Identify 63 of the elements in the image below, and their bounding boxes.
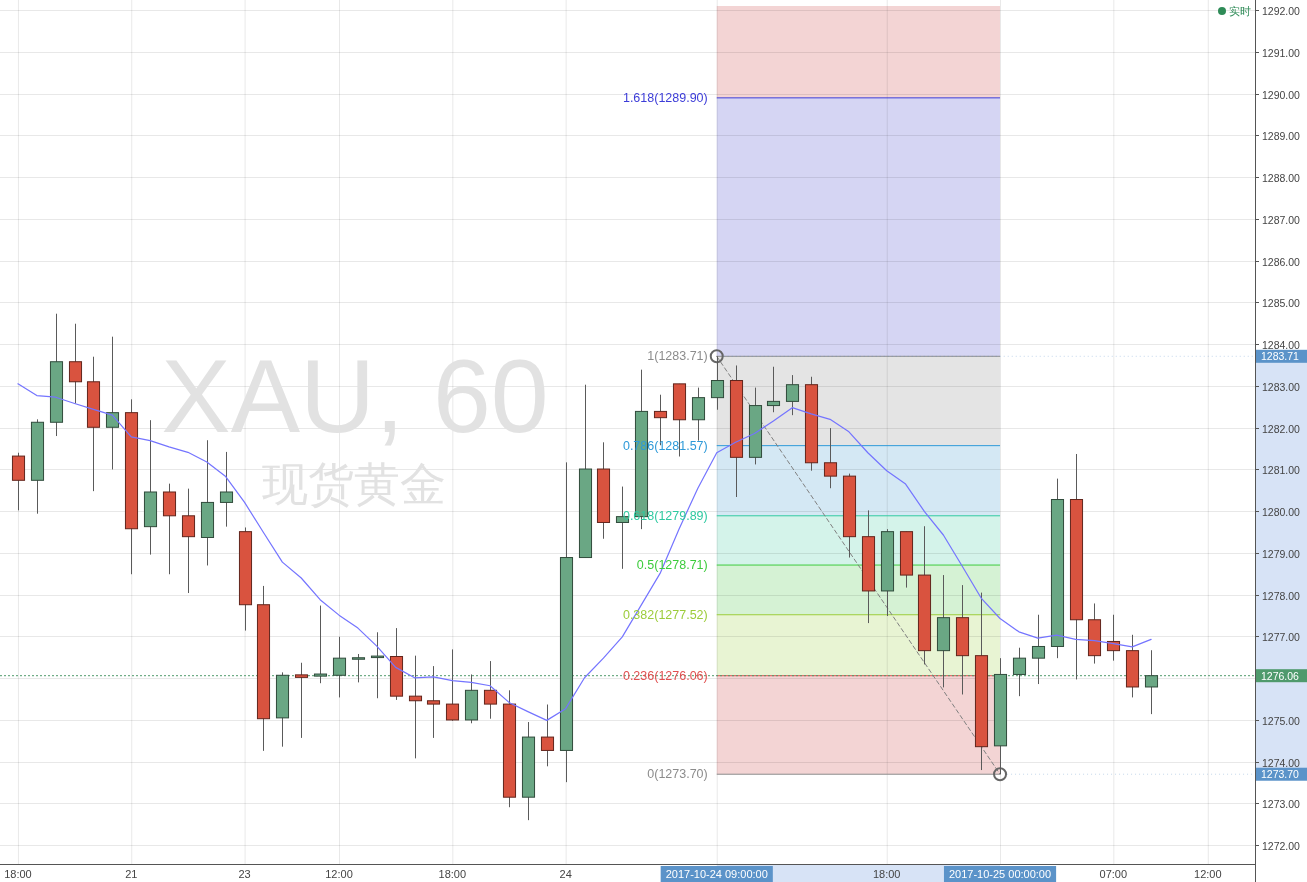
y-tick-label: 1280.00 [1262,505,1301,518]
x-tick-label: 2017-10-24 09:00:00 [665,868,768,880]
candlestick [785,374,800,416]
candlestick [332,636,347,698]
y-tick-label: 1286.00 [1262,255,1301,268]
candlestick [68,323,83,404]
annotation: 实时 [1229,5,1251,17]
y-tick-label: 1283.00 [1262,380,1301,393]
ref-line-label: 0(1273.70) [647,767,708,782]
candlestick [219,451,234,528]
y-tick-label: 1289.00 [1262,129,1301,142]
annotation: 1283.71 [1261,350,1300,363]
y-tick-label: 1288.00 [1262,171,1301,184]
candlestick [105,336,120,470]
y-tick-label: 1279.00 [1262,547,1301,560]
candlestick [294,662,309,739]
ref-line-label: 1276.06 [1261,669,1300,682]
y-tick-label: 1287.00 [1262,213,1301,226]
candlestick [540,704,555,767]
candlestick [766,366,781,413]
candlestick [408,655,423,759]
y-tick-label: 1282.00 [1262,422,1301,435]
y-tick-label: 1277.00 [1262,630,1301,643]
ref-line-label: 1(1283.71) [647,349,708,364]
candlestick [351,653,366,683]
y-tick-label: 1292.00 [1262,4,1301,17]
y-tick-label: 1272.00 [1262,839,1301,852]
y-tick-label: 1274.00 [1262,756,1301,769]
candlestick [1031,614,1046,685]
y-tick-label: 1278.00 [1262,589,1301,602]
y-tick-label: 1285.00 [1262,296,1301,309]
candlestick [1144,649,1159,715]
x-tick-label: 18:00 [872,868,901,880]
candlestick [370,631,385,699]
candlestick [823,427,838,489]
x-tick-label: 23 [238,868,251,880]
y-tick-label: 1275.00 [1262,714,1301,727]
y-tick-label: 1281.00 [1262,463,1301,476]
x-tick-label: 2017-10-25 00:00:00 [948,868,1052,880]
candlestick [313,605,328,684]
candlestick [691,387,706,442]
ref-line-label: 0.5(1278.71) [636,558,708,573]
candlestick [181,488,196,594]
x-tick-label: 12:00 [1194,868,1222,880]
ref-line-label: 1.618(1289.90) [622,90,708,105]
x-tick-label: 18:00 [438,868,467,880]
x-tick-label: 18:00 [4,868,32,880]
y-tick-label: 1273.00 [1262,797,1301,810]
candlestick [426,665,441,739]
candlestick [483,660,498,720]
ref-line-label: 0.236(1276.06) [622,668,708,683]
candlestick [1012,647,1027,697]
ref-line-label: 0.382(1277.52) [622,607,708,622]
candlestick [445,648,460,722]
y-tick-label: 1290.00 [1262,88,1301,101]
x-tick-label: 24 [559,868,572,880]
y-tick-label: 1291.00 [1262,46,1301,59]
annotation: 1273.70 [1261,768,1300,781]
candlestick [162,483,177,575]
y-tick-label: 1284.00 [1262,338,1301,351]
x-tick-label: 07:00 [1099,868,1128,880]
x-tick-label: 21 [125,868,138,880]
x-tick-label: 12:00 [325,868,353,880]
